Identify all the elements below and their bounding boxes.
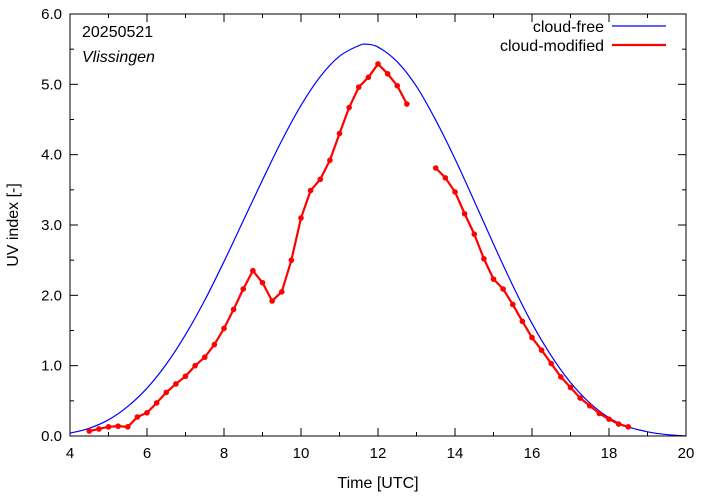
- series-line-cloud-free: [69, 43, 687, 437]
- data-point-cloud-modified: [144, 409, 150, 416]
- x-tick-label: 4: [66, 445, 74, 462]
- data-point-cloud-modified: [461, 210, 468, 217]
- data-point-cloud-modified: [307, 187, 314, 194]
- data-point-cloud-modified: [355, 84, 362, 90]
- data-point-cloud-modified: [298, 215, 304, 221]
- data-point-cloud-modified: [538, 347, 545, 353]
- data-point-cloud-modified: [615, 421, 622, 427]
- data-point-cloud-modified: [365, 74, 372, 81]
- data-point-cloud-modified: [259, 279, 266, 286]
- data-point-cloud-modified: [134, 414, 141, 420]
- data-point-cloud-modified: [375, 61, 381, 67]
- x-tick-label: 6: [143, 445, 151, 462]
- x-axis-title: Time [UTC]: [337, 475, 418, 492]
- x-tick-label: 14: [447, 445, 464, 462]
- series-line-cloud-modified-segment-1: [89, 62, 408, 433]
- y-tick-label: 6.0: [41, 6, 62, 23]
- data-point-cloud-modified: [548, 360, 555, 367]
- y-tick-label: 5.0: [41, 76, 62, 93]
- legend-label-cloud-modified: cloud-modified: [500, 38, 604, 55]
- plot-frame: [69, 13, 687, 437]
- x-tick-label: 8: [220, 445, 228, 462]
- data-point-cloud-modified: [115, 423, 121, 429]
- data-point-cloud-modified: [606, 416, 612, 422]
- data-point-cloud-modified: [269, 298, 275, 304]
- data-point-cloud-modified: [182, 373, 189, 380]
- plot-ticks: [69, 13, 687, 437]
- data-point-cloud-modified: [221, 325, 227, 332]
- x-tick-label: 16: [524, 445, 541, 462]
- x-tick-label: 18: [601, 445, 618, 462]
- data-point-cloud-modified: [625, 424, 632, 430]
- series-line-cloud-modified-segment-2: [434, 167, 629, 428]
- legend: cloud-free cloud-modified: [500, 19, 666, 55]
- data-point-cloud-modified: [153, 400, 160, 406]
- data-point-cloud-modified: [96, 426, 102, 432]
- data-point-cloud-modified: [240, 286, 247, 292]
- data-point-cloud-modified: [278, 289, 285, 295]
- legend-label-cloud-free: cloud-free: [533, 19, 604, 36]
- data-point-cloud-modified: [442, 175, 449, 181]
- y-tick-label: 0.0: [41, 428, 62, 445]
- data-point-cloud-modified: [452, 189, 458, 195]
- data-point-cloud-modified: [490, 276, 497, 282]
- data-point-cloud-modified: [336, 130, 343, 137]
- plot-curves: [69, 43, 687, 437]
- data-point-cloud-modified: [163, 389, 170, 396]
- y-tick-label: 1.0: [41, 358, 62, 375]
- tick-labels: 4 6 8 10 12 14 16 18 20 0.0 1.0 2.0 3.0 4.0 5.0 6.0: [41, 6, 694, 462]
- data-point-cloud-modified: [394, 82, 401, 89]
- data-point-cloud-modified: [596, 410, 603, 417]
- data-point-cloud-modified: [250, 267, 256, 274]
- data-point-cloud-modified: [519, 318, 526, 325]
- data-point-cloud-modified: [317, 176, 324, 183]
- data-point-cloud-modified: [567, 384, 574, 391]
- data-point-cloud-modified: [471, 231, 478, 237]
- data-point-cloud-modified: [432, 165, 439, 171]
- y-axis-title: UV index [-]: [5, 183, 22, 267]
- data-point-cloud-modified: [404, 101, 410, 107]
- data-point-cloud-modified: [124, 424, 131, 430]
- y-tick-label: 2.0: [41, 287, 62, 304]
- data-point-cloud-modified: [509, 301, 516, 308]
- data-point-cloud-modified: [201, 354, 208, 361]
- data-point-cloud-modified: [500, 286, 506, 292]
- data-point-cloud-modified: [211, 341, 218, 348]
- data-point-cloud-modified: [288, 257, 295, 263]
- x-tick-label: 20: [678, 445, 695, 462]
- date-annotation: 20250521: [82, 24, 153, 41]
- data-point-cloud-modified: [327, 157, 333, 164]
- data-point-cloud-modified: [577, 395, 583, 401]
- location-annotation: Vlissingen: [82, 49, 155, 66]
- y-tick-label: 4.0: [41, 147, 62, 164]
- data-point-cloud-modified: [230, 306, 237, 313]
- data-point-cloud-modified: [481, 255, 487, 262]
- data-point-cloud-modified: [192, 362, 198, 369]
- data-point-cloud-modified: [586, 402, 593, 409]
- data-point-cloud-modified: [173, 381, 179, 387]
- data-point-cloud-modified: [105, 424, 112, 430]
- data-point-cloud-modified: [384, 70, 391, 77]
- y-tick-label: 3.0: [41, 217, 62, 234]
- data-point-cloud-modified: [558, 374, 564, 380]
- data-point-cloud-modified: [529, 334, 535, 341]
- data-point-cloud-modified: [86, 428, 93, 434]
- x-tick-label: 10: [293, 445, 310, 462]
- data-point-cloud-modified: [346, 104, 352, 111]
- x-tick-label: 12: [370, 445, 387, 462]
